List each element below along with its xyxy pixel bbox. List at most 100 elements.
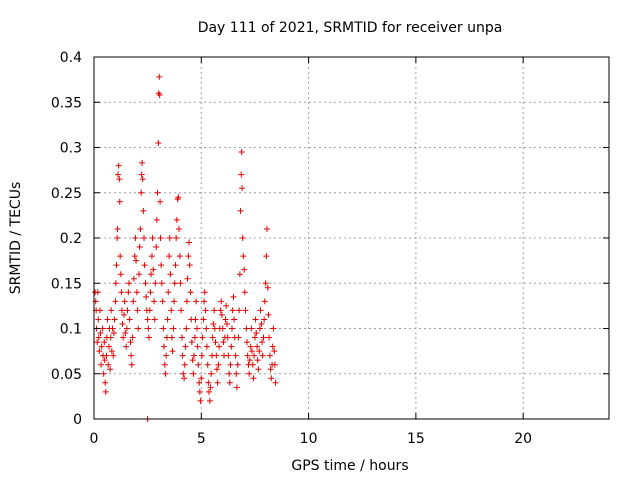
data-point bbox=[265, 311, 272, 318]
data-point bbox=[176, 253, 183, 260]
data-point bbox=[263, 253, 270, 260]
data-point bbox=[125, 289, 132, 296]
data-point bbox=[204, 361, 211, 368]
data-point bbox=[110, 352, 117, 359]
data-point bbox=[185, 253, 192, 260]
data-point bbox=[170, 325, 177, 332]
data-point bbox=[140, 207, 147, 214]
data-point bbox=[168, 334, 175, 341]
data-point bbox=[233, 384, 240, 391]
data-point bbox=[199, 334, 206, 341]
data-point bbox=[97, 330, 104, 337]
data-point bbox=[234, 361, 241, 368]
data-point bbox=[272, 379, 279, 386]
data-point bbox=[115, 171, 122, 178]
data-point bbox=[144, 316, 151, 323]
data-point bbox=[177, 280, 184, 287]
data-point bbox=[222, 316, 229, 323]
data-point bbox=[206, 397, 213, 404]
data-point bbox=[97, 307, 104, 314]
data-point bbox=[98, 343, 105, 350]
data-point bbox=[124, 307, 131, 314]
data-point bbox=[224, 334, 231, 341]
data-point bbox=[131, 253, 138, 260]
data-point bbox=[151, 298, 158, 305]
data-point bbox=[119, 320, 126, 327]
data-point bbox=[96, 348, 103, 355]
data-points bbox=[92, 73, 279, 422]
data-point bbox=[251, 352, 258, 359]
data-point bbox=[157, 198, 164, 205]
data-point bbox=[128, 361, 135, 368]
data-point bbox=[220, 339, 227, 346]
data-point bbox=[112, 280, 119, 287]
data-point bbox=[186, 239, 193, 246]
data-point bbox=[105, 361, 112, 368]
data-point bbox=[251, 334, 258, 341]
data-point bbox=[184, 275, 191, 282]
data-point bbox=[240, 253, 247, 260]
data-point bbox=[156, 92, 163, 99]
data-point bbox=[145, 325, 152, 332]
y-tick-label: 0.35 bbox=[51, 95, 82, 111]
data-point bbox=[203, 325, 210, 332]
data-point bbox=[216, 343, 223, 350]
data-point bbox=[268, 375, 275, 382]
axis-ticks bbox=[93, 56, 609, 420]
data-point bbox=[271, 348, 278, 355]
data-point bbox=[138, 189, 145, 196]
data-point bbox=[178, 334, 185, 341]
data-point bbox=[156, 73, 163, 80]
data-point bbox=[187, 289, 194, 296]
data-point bbox=[206, 388, 213, 395]
data-point bbox=[121, 298, 128, 305]
data-point bbox=[95, 316, 102, 323]
data-point bbox=[139, 159, 146, 166]
data-point bbox=[266, 334, 273, 341]
data-point bbox=[167, 271, 174, 278]
data-point bbox=[136, 244, 143, 251]
data-point bbox=[264, 284, 271, 291]
data-point bbox=[130, 298, 137, 305]
data-point bbox=[205, 379, 212, 386]
x-tick-label: 15 bbox=[407, 431, 425, 447]
data-point bbox=[233, 370, 240, 377]
data-point bbox=[166, 253, 173, 260]
data-point bbox=[196, 388, 203, 395]
data-point bbox=[218, 311, 225, 318]
data-point bbox=[243, 339, 250, 346]
data-point bbox=[249, 361, 256, 368]
data-point bbox=[154, 189, 161, 196]
data-point bbox=[246, 370, 253, 377]
data-point bbox=[114, 225, 121, 232]
data-point bbox=[142, 280, 149, 287]
y-tick-label: 0.15 bbox=[51, 276, 82, 292]
data-point bbox=[231, 316, 238, 323]
data-point bbox=[137, 225, 144, 232]
data-point bbox=[153, 244, 160, 251]
data-point bbox=[143, 293, 150, 300]
data-point bbox=[270, 325, 277, 332]
data-point bbox=[111, 316, 118, 323]
data-point bbox=[163, 352, 170, 359]
data-point bbox=[269, 343, 276, 350]
data-point bbox=[108, 307, 115, 314]
x-axis-label: GPS time / hours bbox=[291, 458, 408, 474]
data-point bbox=[218, 298, 225, 305]
data-point bbox=[189, 357, 196, 364]
data-point bbox=[217, 307, 224, 314]
data-point bbox=[212, 339, 219, 346]
data-point bbox=[123, 343, 130, 350]
data-point bbox=[162, 370, 169, 377]
data-point bbox=[202, 307, 209, 314]
data-point bbox=[114, 235, 121, 241]
data-point bbox=[132, 235, 139, 241]
data-point bbox=[171, 280, 178, 287]
data-point bbox=[118, 289, 125, 296]
data-point bbox=[148, 271, 155, 278]
data-point bbox=[253, 330, 260, 337]
data-point bbox=[194, 343, 201, 350]
data-point bbox=[250, 375, 257, 382]
data-point bbox=[214, 379, 221, 386]
